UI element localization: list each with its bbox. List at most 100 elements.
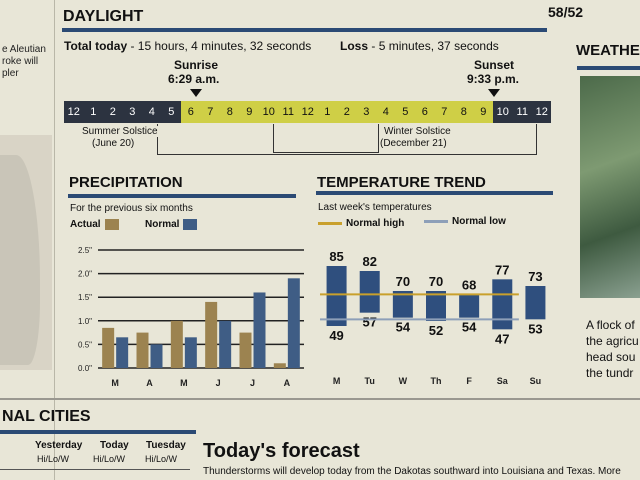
temperature-legend-high: Normal high — [318, 218, 404, 229]
x-tick-label: F — [466, 376, 472, 386]
timeline-hour: 10 — [496, 106, 509, 118]
winter-solstice-date: (December 21) — [380, 138, 447, 149]
temperature-subtitle: Last week's temperatures — [318, 202, 432, 213]
legend-actual-swatch — [104, 219, 119, 230]
high-label: 70 — [396, 274, 410, 289]
temperature-rule — [316, 191, 553, 195]
daylight-loss-value: - 5 minutes, 37 seconds — [371, 39, 499, 53]
high-label: 85 — [329, 249, 343, 264]
left-column-map — [0, 135, 52, 370]
timeline-hour: 12 — [298, 101, 318, 123]
timeline-hour: 9 — [239, 101, 259, 123]
temperature-bar — [492, 279, 513, 330]
bar-normal — [287, 278, 300, 368]
timeline-hour: 11 — [516, 106, 528, 118]
legend-actual-label: Actual — [70, 219, 101, 231]
timeline-hour: 6 — [181, 101, 201, 123]
left-column-text: e Aleutian roke will pler — [2, 44, 46, 79]
x-tick-label: Th — [431, 376, 442, 386]
right-column-photo — [580, 76, 640, 298]
daylight-timeline: 12 1 2 3 4 5 6 7 8 9 10 11 12 1 2 3 4 5 6 7 8 9 10 11 12 — [64, 101, 551, 123]
high-label: 68 — [462, 277, 476, 292]
legend-high-swatch — [318, 221, 342, 225]
high-label: 73 — [528, 269, 542, 284]
legend-normal-swatch — [183, 219, 198, 230]
winter-solstice-label: Winter Solstice — [382, 126, 453, 137]
timeline-hour: 11 — [278, 101, 298, 123]
right-column: WEATHE A flock of the agricu head sou th… — [573, 0, 640, 480]
precipitation-legend-normal: Normal — [145, 219, 198, 230]
temperature-legend-low: Normal low — [424, 216, 506, 227]
col-yesterday: Yesterday — [35, 440, 83, 451]
solstice-bracket-outer — [157, 124, 537, 155]
x-tick-label: Sa — [497, 376, 509, 386]
x-tick-label: M — [180, 378, 188, 388]
timeline-hour: 12 — [67, 106, 80, 118]
summer-solstice-date: (June 20) — [92, 138, 135, 149]
x-tick-label: Su — [530, 376, 542, 386]
sunrise-label: Sunrise — [174, 58, 219, 72]
col-today: Today — [100, 440, 129, 451]
temperature-chart: 85 49 M 82 57 Tu 70 54 W 70 52 Th 68 54 F 77 47 Sa 73 53 Su — [320, 249, 546, 386]
timeline-hour: 8 — [454, 101, 474, 123]
y-tick-label: 1.5" — [78, 293, 92, 302]
page-number: 58/52 — [548, 4, 584, 20]
y-tick-label: 2.0" — [78, 270, 92, 279]
sunrise-time: 6:29 a.m. — [168, 72, 220, 86]
sunset-label: Sunset — [474, 58, 515, 72]
daylight-total: Total today - 15 hours, 4 minutes, 32 se… — [64, 39, 311, 53]
bar-actual — [170, 320, 183, 368]
bar-actual — [205, 301, 218, 368]
temperature-bar — [459, 294, 480, 318]
x-tick-label: Tu — [365, 376, 375, 386]
timeline-hour: 5 — [395, 101, 415, 123]
low-label: 47 — [495, 331, 509, 346]
low-label: 54 — [396, 320, 411, 335]
x-tick-label: M — [333, 376, 341, 386]
forecast-title: Today's forecast — [203, 440, 360, 462]
timeline-hour: 7 — [434, 101, 454, 123]
timeline-hour: 5 — [168, 106, 175, 118]
low-label: 54 — [462, 320, 477, 335]
y-tick-label: 0.0" — [78, 364, 92, 373]
right-column-rule — [577, 66, 640, 70]
y-tick-label: 1.0" — [78, 317, 92, 326]
precipitation-subtitle: For the previous six months — [70, 203, 193, 214]
national-cities-rule — [0, 430, 196, 434]
low-label: 57 — [362, 315, 376, 330]
bottom-section: NAL CITIES Yesterday Today Tuesday Hi/Lo… — [0, 398, 640, 480]
high-label: 77 — [495, 262, 509, 277]
temperature-bar — [426, 291, 446, 321]
sunset-arrow-icon — [488, 89, 500, 97]
timeline-hour: 4 — [376, 101, 396, 123]
timeline-hour: 9 — [473, 101, 493, 123]
daylight-rule — [62, 28, 547, 32]
daylight-total-value: - 15 hours, 4 minutes, 32 seconds — [130, 39, 312, 53]
daylight-title: DAYLIGHT — [63, 8, 144, 25]
col-today-hilo: Hi/Lo/W — [93, 454, 126, 464]
timeline-hour: 2 — [109, 106, 116, 118]
bar-actual — [102, 327, 115, 368]
timeline-hour: 1 — [317, 101, 337, 123]
legend-high-label: Normal high — [346, 218, 405, 229]
low-label: 52 — [429, 323, 443, 338]
timeline-hour: 12 — [535, 106, 548, 118]
x-tick-label: W — [399, 376, 408, 386]
timeline-hour: 8 — [220, 101, 240, 123]
temperature-bar — [525, 286, 546, 320]
precipitation-rule — [68, 194, 296, 198]
forecast-text: Thunderstorms will develop today from th… — [203, 466, 621, 477]
timeline-hour: 3 — [129, 106, 136, 118]
timeline-hour: 3 — [356, 101, 376, 123]
precipitation-legend-actual: Actual — [70, 219, 119, 230]
daylight-loss: Loss - 5 minutes, 37 seconds — [340, 39, 499, 53]
right-column-caption: A flock of the agricu head sou the tundr — [586, 318, 639, 380]
daylight-total-label: Total today — [64, 39, 128, 53]
bar-actual — [136, 332, 149, 368]
x-tick-label: A — [146, 378, 153, 388]
y-tick-label: 0.5" — [78, 340, 92, 349]
bar-actual — [239, 332, 252, 368]
temperature-title: TEMPERATURE TREND — [317, 174, 486, 191]
temperature-bar — [326, 266, 347, 326]
